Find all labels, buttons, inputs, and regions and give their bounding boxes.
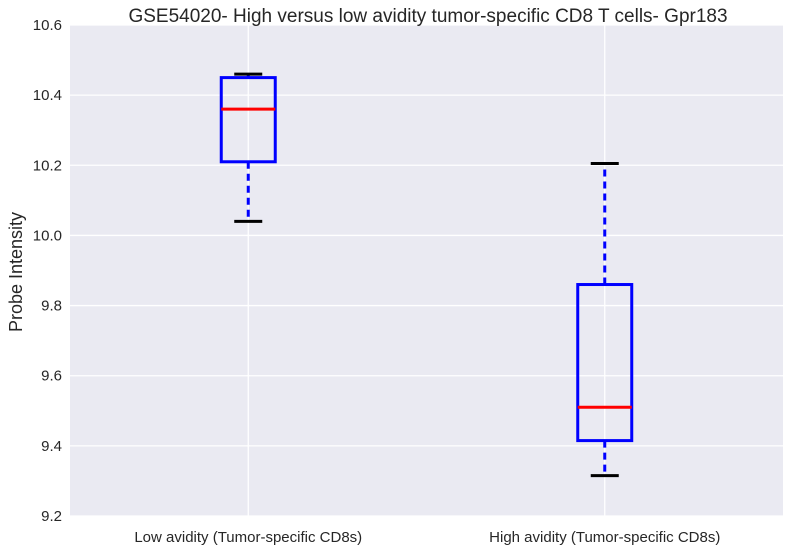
y-tick-label: 10.6 xyxy=(33,17,62,34)
grid-lines xyxy=(70,24,783,517)
y-tick-label: 10.4 xyxy=(33,87,62,104)
box xyxy=(576,283,634,443)
y-tick-label: 9.6 xyxy=(41,368,62,385)
x-tick-label: Low avidity (Tumor-specific CD8s) xyxy=(134,529,362,546)
y-tick-label: 10.0 xyxy=(33,227,62,244)
y-axis-ticks: 9.2 9.4 9.6 9.8 10.0 10.2 10.4 10.6 xyxy=(33,17,62,525)
y-tick-label: 9.8 xyxy=(41,298,62,315)
y-tick-label: 9.4 xyxy=(41,438,62,455)
x-axis-ticks: Low avidity (Tumor-specific CD8s) High av… xyxy=(134,529,720,546)
box-group xyxy=(576,162,634,478)
chart-title: GSE54020- High versus low avidity tumor-… xyxy=(128,6,727,27)
box xyxy=(219,76,277,164)
plot-area xyxy=(70,25,783,516)
boxes xyxy=(219,72,634,478)
y-axis-label: Probe Intensity xyxy=(6,212,26,332)
y-tick-label: 10.2 xyxy=(33,157,62,174)
y-tick-label: 9.2 xyxy=(41,508,62,525)
box-group xyxy=(219,72,277,223)
x-tick-label: High avidity (Tumor-specific CD8s) xyxy=(489,529,720,546)
